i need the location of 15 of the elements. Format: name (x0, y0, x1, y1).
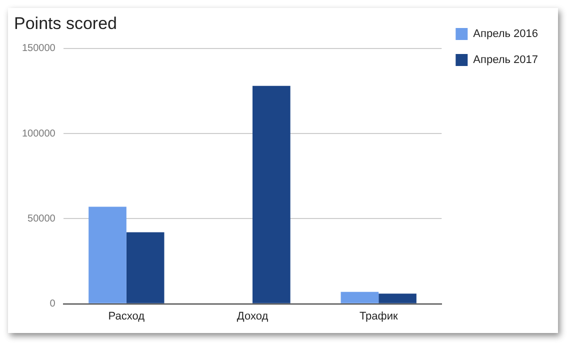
y-tick-label: 150000 (22, 43, 56, 54)
legend-label: Апрель 2017 (473, 54, 538, 66)
y-tick-label: 100000 (22, 128, 56, 140)
x-tick-label: Доход (236, 310, 269, 322)
bar (88, 206, 126, 304)
bar (126, 232, 164, 304)
bar (340, 292, 379, 304)
x-tick-label: Расход (108, 310, 146, 322)
y-tick-label: 50000 (28, 213, 56, 224)
bar (252, 86, 290, 304)
legend-label: Апрель 2016 (473, 28, 538, 40)
bar (378, 294, 416, 304)
x-tick-label: Трафик (359, 310, 398, 322)
y-tick-label: 0 (50, 298, 56, 310)
chart-title: Points scored (14, 14, 117, 33)
